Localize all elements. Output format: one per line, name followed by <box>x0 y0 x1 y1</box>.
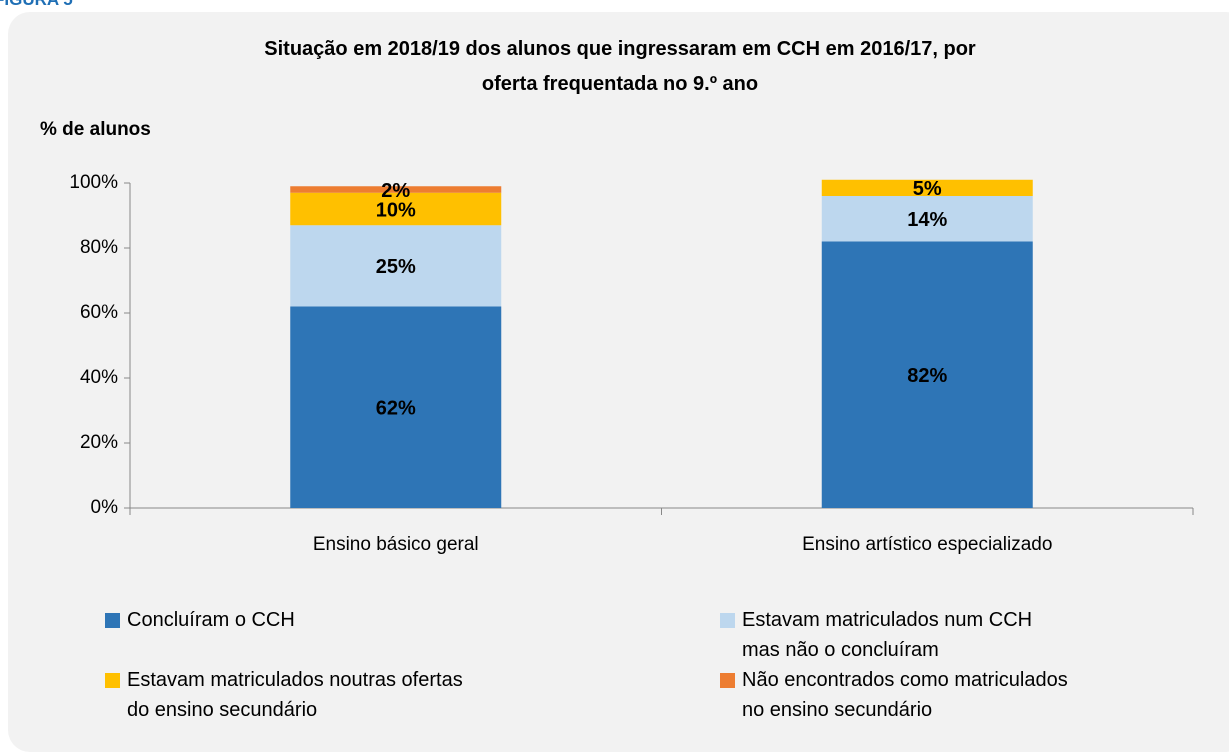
legend-swatch <box>105 613 120 628</box>
chart-title: Situação em 2018/19 dos alunos que ingre… <box>264 38 976 95</box>
chart: Situação em 2018/19 dos alunos que ingre… <box>40 38 1194 555</box>
x-tick-label: Ensino básico geral <box>313 534 479 555</box>
legend-item: Estavam matriculados noutras ofertas do … <box>105 665 463 725</box>
legend-item: Concluíram o CCH <box>105 605 295 635</box>
y-tick-label: 100% <box>69 172 118 193</box>
data-label: 5% <box>913 178 942 200</box>
legend-swatch <box>720 673 735 688</box>
data-label: 62% <box>376 398 416 420</box>
data-label: 2% <box>381 180 410 202</box>
y-tick-label: 80% <box>80 237 118 258</box>
bar-segment <box>290 186 502 193</box>
bar-segment <box>290 225 502 307</box>
legend-swatch <box>720 613 735 628</box>
y-tick-label: 20% <box>80 432 118 453</box>
y-tick-label: 0% <box>91 497 119 518</box>
data-label: 10% <box>376 199 416 221</box>
legend-label: Concluíram o CCH <box>127 609 295 631</box>
data-label: 14% <box>907 209 947 231</box>
x-tick-label: Ensino artístico especializado <box>802 534 1052 555</box>
bar-segment <box>290 306 502 508</box>
bar-segment <box>821 196 1033 242</box>
y-tick-label: 60% <box>80 302 118 323</box>
legend-item: Não encontrados como matriculados no ens… <box>720 665 1068 725</box>
legend-swatch <box>105 673 120 688</box>
bar-segment <box>821 241 1033 508</box>
figure-header: FIGURA 5 <box>0 0 73 10</box>
bar-segment <box>821 179 1033 196</box>
data-label: 82% <box>907 365 947 387</box>
legend-label: Estavam matriculados noutras ofertas do … <box>127 669 463 721</box>
legend-label: Não encontrados como matriculados no ens… <box>742 669 1068 721</box>
y-axis-label: % de alunos <box>40 119 151 140</box>
legend-label: Estavam matriculados num CCH mas não o c… <box>742 609 1033 661</box>
bar-segment <box>290 192 502 226</box>
y-tick-label: 40% <box>80 367 118 388</box>
data-label: 25% <box>376 256 416 278</box>
legend-item: Estavam matriculados num CCH mas não o c… <box>720 605 1032 665</box>
